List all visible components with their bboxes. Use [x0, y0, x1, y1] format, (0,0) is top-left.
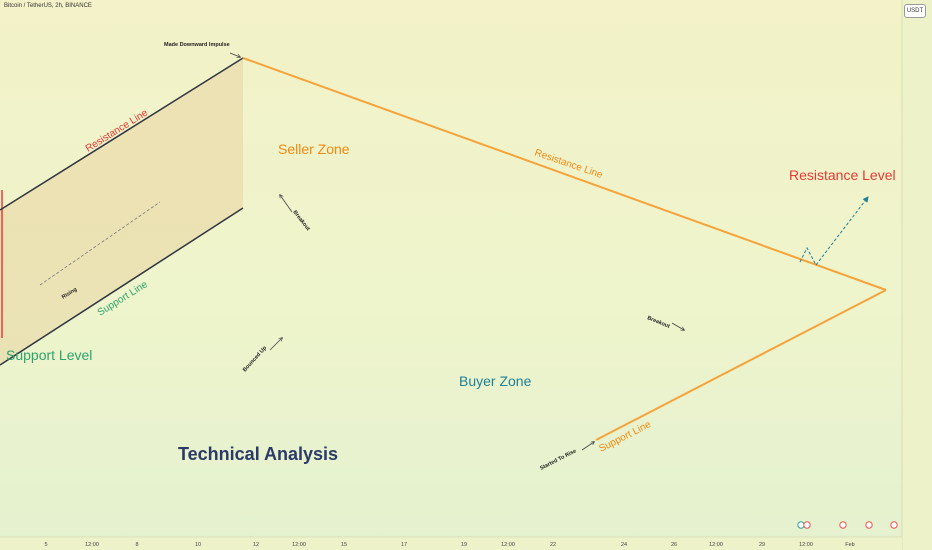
- breakout2-note: Breakout: [646, 315, 671, 330]
- breakout-note: Breakout: [291, 210, 311, 233]
- breakout2-pointer: [671, 322, 684, 330]
- event-flag-icon: [890, 521, 898, 529]
- currency-button[interactable]: USDT: [904, 4, 926, 18]
- triangle-support-line: [595, 289, 887, 441]
- impulse-pointer: [229, 52, 240, 57]
- time-tick-label: 5: [44, 542, 47, 548]
- channel-upper-line: [0, 57, 244, 211]
- time-tick-label: 29: [759, 542, 765, 548]
- time-tick-label: 12:00: [709, 542, 723, 548]
- time-axis-bg: [0, 537, 902, 550]
- event-flag-icon: [839, 521, 847, 529]
- rising-channel: [0, 58, 243, 365]
- price-axis-bg: [902, 0, 932, 550]
- triangle-resistance-line: [242, 57, 887, 291]
- buyer-zone-label: Buyer Zone: [459, 373, 532, 389]
- technical-analysis-title: Technical Analysis: [178, 444, 338, 464]
- event-flag-icon: [865, 521, 873, 529]
- started-note: Started To Rise: [539, 448, 577, 471]
- chart-title: Bitcoin / TetherUS, 2h, BINANCE: [4, 3, 92, 9]
- time-tick-label: 17: [401, 542, 407, 548]
- resistance-level-label: Resistance Level: [789, 167, 896, 183]
- time-tick-label: 26: [671, 542, 677, 548]
- time-tick-label: 12:00: [85, 542, 99, 548]
- projection-arrow: [799, 196, 869, 266]
- time-tick-label: 19: [461, 542, 467, 548]
- rising-dashed-line: [39, 201, 161, 286]
- time-tick-label: 12:00: [799, 542, 813, 548]
- time-tick-label: 15: [341, 542, 347, 548]
- started-pointer: [581, 442, 594, 451]
- event-flag-icon: [797, 521, 805, 529]
- time-tick-label: 12: [253, 542, 259, 548]
- seller-zone-label: Seller Zone: [278, 141, 350, 157]
- bounced-pointer: [269, 338, 282, 351]
- channel-lower-line: [0, 207, 244, 366]
- bounced-note: Bounced Up: [242, 345, 269, 374]
- time-tick-label: 8: [135, 542, 138, 548]
- time-tick-label: Feb: [845, 542, 854, 548]
- impulse-note: Made Downward Impulse: [164, 42, 230, 48]
- time-tick-label: 22: [550, 542, 556, 548]
- event-flag-icon: [803, 521, 811, 529]
- time-tick-label: 24: [621, 542, 627, 548]
- support-level-label: Support Level: [6, 347, 92, 363]
- time-tick-label: 10: [195, 542, 201, 548]
- time-tick-label: 12:00: [501, 542, 515, 548]
- time-tick-label: 12:00: [292, 542, 306, 548]
- breakout-pointer: [280, 195, 293, 213]
